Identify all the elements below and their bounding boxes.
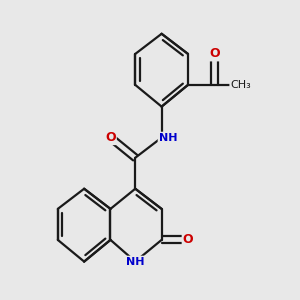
Text: O: O [209, 47, 220, 60]
Text: NH: NH [159, 133, 177, 142]
Text: O: O [183, 233, 193, 246]
Text: O: O [105, 131, 116, 144]
Text: CH₃: CH₃ [230, 80, 251, 90]
Text: NH: NH [126, 256, 145, 267]
